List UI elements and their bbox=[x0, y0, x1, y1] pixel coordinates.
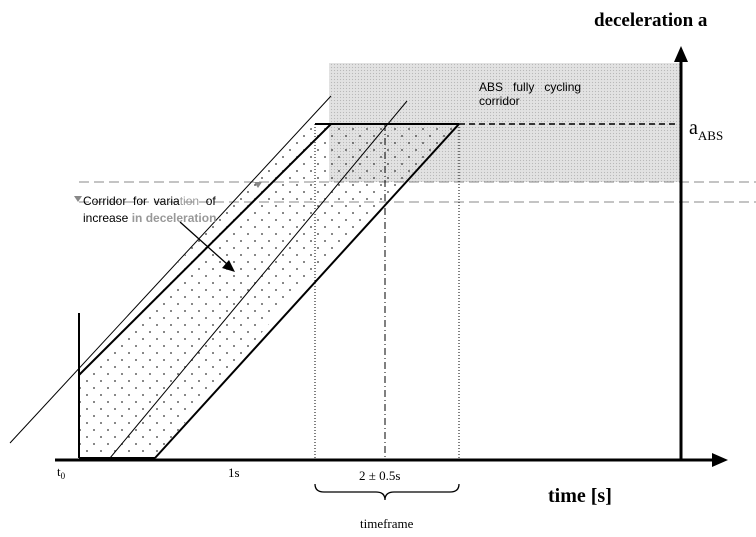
deceleration-corridor bbox=[79, 124, 315, 458]
corridor-callout-arrowhead bbox=[222, 260, 235, 272]
timeframe-brace bbox=[314, 483, 460, 501]
corridor-upper-boundary bbox=[78, 123, 332, 376]
arrow-marker-lower bbox=[74, 196, 82, 202]
deceleration-corridor-top bbox=[315, 124, 459, 270]
x-axis-label: time [s] bbox=[548, 485, 612, 507]
middle-diagonal bbox=[109, 100, 408, 459]
corridor-callout-arrow bbox=[179, 221, 228, 265]
y-axis-arrowhead bbox=[674, 46, 688, 62]
corridor-lower-boundary bbox=[154, 123, 460, 459]
corridor-label-line1: Corridor for variation of bbox=[83, 194, 216, 208]
y-axis-label: deceleration a bbox=[594, 10, 708, 31]
abs-zone-label-line2: corridor bbox=[479, 94, 520, 108]
extended-diagonal-upper bbox=[9, 95, 332, 444]
timeframe-label: timeframe bbox=[360, 516, 414, 531]
tick-label-2s: 2 ± 0.5s bbox=[359, 468, 400, 483]
corridor-label-line2: increase in deceleration bbox=[83, 211, 216, 225]
abs-zone-label-line1: ABS fully cycling bbox=[479, 80, 581, 94]
tick-label-t0: t0 bbox=[57, 464, 66, 481]
tick-label-1s: 1s bbox=[228, 465, 240, 480]
x-axis-arrowhead bbox=[712, 453, 728, 467]
abs-level-label: aABS bbox=[689, 117, 723, 143]
